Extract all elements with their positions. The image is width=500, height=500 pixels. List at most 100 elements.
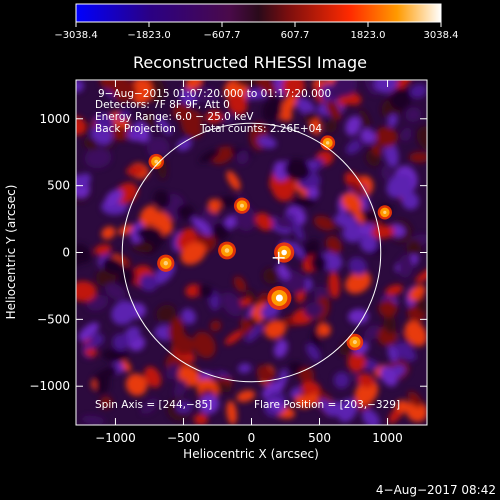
emission-blob xyxy=(93,366,119,382)
emission-blob xyxy=(156,304,176,323)
chart-title: Reconstructed RHESSI Image xyxy=(133,53,367,72)
emission-blob xyxy=(273,339,288,358)
emission-blob xyxy=(360,128,376,144)
emission-blob xyxy=(83,137,98,151)
y-tick-label: 500 xyxy=(47,179,70,193)
emission-blob xyxy=(76,243,92,264)
emission-blob xyxy=(386,174,413,199)
emission-blob xyxy=(100,396,113,409)
emission-blob xyxy=(76,80,84,93)
emission-blob xyxy=(374,80,398,94)
emission-blob xyxy=(224,330,244,345)
emission-blob xyxy=(197,284,215,299)
emission-blob xyxy=(181,117,203,138)
emission-blob xyxy=(291,241,305,259)
emission-blob xyxy=(174,379,187,398)
emission-blob xyxy=(296,97,315,116)
emission-blob xyxy=(78,322,99,341)
emission-blob xyxy=(383,313,396,334)
emission-blob xyxy=(94,244,112,256)
emission-blob xyxy=(115,302,133,321)
emission-blob xyxy=(233,276,247,293)
bright-source xyxy=(218,241,236,260)
emission-blob xyxy=(180,242,207,265)
x-tick-label: 1000 xyxy=(372,431,403,445)
emission-blob xyxy=(185,284,201,298)
emission-blob xyxy=(294,394,313,409)
emission-blob xyxy=(362,409,380,425)
emission-blob xyxy=(101,257,126,275)
solar-limb-circle xyxy=(121,122,382,383)
emission-blob xyxy=(226,400,237,425)
emission-blob xyxy=(130,124,143,135)
emission-blob xyxy=(125,373,148,396)
emission-blob xyxy=(292,196,316,208)
emission-blob xyxy=(245,89,268,100)
emission-blob xyxy=(256,365,275,384)
emission-blob xyxy=(397,254,414,278)
emission-blob xyxy=(261,380,285,399)
bright-source xyxy=(377,205,392,220)
emission-blob xyxy=(227,93,248,115)
bright-source xyxy=(274,242,295,263)
y-tick-label: 0 xyxy=(62,246,70,260)
annotation-method: Back Projection xyxy=(95,123,176,135)
emission-blob xyxy=(292,220,305,242)
emission-blob xyxy=(404,320,427,347)
emission-blob xyxy=(198,394,220,415)
flare-position-marker xyxy=(272,251,285,264)
emission-blob xyxy=(307,186,320,200)
emission-blob xyxy=(310,254,327,272)
emission-blob xyxy=(236,150,249,165)
emission-blob xyxy=(348,257,367,276)
emission-blob xyxy=(289,386,302,398)
emission-blob xyxy=(146,136,170,159)
emission-blob xyxy=(116,110,131,121)
emission-blob xyxy=(400,127,412,142)
emission-blob xyxy=(262,267,280,284)
emission-blob xyxy=(409,151,427,163)
emission-blob xyxy=(273,161,288,181)
emission-blob xyxy=(333,371,350,389)
emission-blob xyxy=(235,80,258,87)
emission-blob xyxy=(370,225,395,239)
emission-blob xyxy=(245,323,264,343)
emission-blob xyxy=(176,138,193,151)
colorbar-ticks: −3038.4 −1823.0 −607.7 607.7 1823.0 3038.4 xyxy=(54,22,459,41)
emission-blob xyxy=(237,363,252,374)
emission-blob xyxy=(156,117,173,135)
emission-blob xyxy=(407,391,423,408)
colorbar-tick-label: 3038.4 xyxy=(424,30,459,41)
emission-blob xyxy=(185,80,202,90)
bright-source xyxy=(346,333,364,351)
emission-blob xyxy=(126,165,145,176)
annotation-time-range: 9−Aug−2015 01:07:20.000 to 01:17:20.000 xyxy=(98,88,331,100)
emission-blob xyxy=(396,399,410,414)
emission-map xyxy=(76,80,427,425)
emission-blob xyxy=(334,213,358,228)
emission-blob xyxy=(328,401,346,417)
annotation-total-counts: Total counts: 2.26E+04 xyxy=(199,123,322,135)
y-axis-label: Heliocentric Y (arcsec) xyxy=(4,185,18,320)
emission-blob xyxy=(210,320,222,332)
y-tick-label: 1000 xyxy=(39,112,70,126)
emission-blob xyxy=(341,192,363,213)
emission-blob xyxy=(176,204,195,220)
emission-blob xyxy=(101,349,129,362)
colorbar-tick-label: −1823.0 xyxy=(127,30,170,41)
emission-blob xyxy=(358,223,373,237)
emission-blob xyxy=(76,280,97,302)
emission-blob xyxy=(303,277,313,292)
emission-blob xyxy=(395,343,414,356)
emission-blob xyxy=(144,366,162,388)
emission-blob xyxy=(371,144,382,156)
emission-blob xyxy=(261,96,284,123)
emission-blob xyxy=(328,271,340,299)
emission-blob xyxy=(313,215,335,231)
emission-blob xyxy=(132,241,154,253)
emission-blob xyxy=(268,399,286,412)
emission-blob xyxy=(277,262,290,280)
emission-blob xyxy=(347,352,366,372)
emission-blob xyxy=(389,80,412,94)
